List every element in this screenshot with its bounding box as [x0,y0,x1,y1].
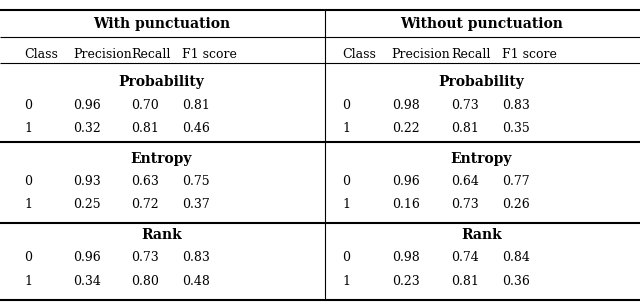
Text: 0: 0 [342,175,351,188]
Text: 0.93: 0.93 [74,175,101,188]
Text: F1 score: F1 score [502,48,557,61]
Text: Recall: Recall [131,48,171,61]
Text: Recall: Recall [451,48,491,61]
Text: 0.73: 0.73 [451,199,479,211]
Text: 0.73: 0.73 [131,251,159,264]
Text: 0: 0 [24,175,32,188]
Text: With punctuation: With punctuation [93,17,230,31]
Text: 0: 0 [24,251,32,264]
Text: 0.74: 0.74 [451,251,479,264]
Text: 0: 0 [342,99,351,112]
Text: 0.32: 0.32 [74,122,101,135]
Text: Probability: Probability [438,75,524,89]
Text: 0.26: 0.26 [502,199,530,211]
Text: 0.81: 0.81 [451,275,479,288]
Text: Entropy: Entropy [131,152,192,166]
Text: 1: 1 [24,275,32,288]
Text: 0: 0 [24,99,32,112]
Text: 0.63: 0.63 [131,175,159,188]
Text: 0.84: 0.84 [502,251,531,264]
Text: 1: 1 [342,122,351,135]
Text: 0.77: 0.77 [502,175,530,188]
Text: 0.22: 0.22 [392,122,419,135]
Text: 0.70: 0.70 [131,99,159,112]
Text: 0.73: 0.73 [451,99,479,112]
Text: Without punctuation: Without punctuation [400,17,563,31]
Text: 0.83: 0.83 [182,251,211,264]
Text: 0.36: 0.36 [502,275,531,288]
Text: 0.48: 0.48 [182,275,211,288]
Text: Class: Class [342,48,376,61]
Text: 1: 1 [342,275,351,288]
Text: 0.34: 0.34 [74,275,102,288]
Text: 0.81: 0.81 [451,122,479,135]
Text: 0.35: 0.35 [502,122,530,135]
Text: Rank: Rank [141,228,182,242]
Text: Precision: Precision [392,48,451,61]
Text: 0.98: 0.98 [392,251,419,264]
Text: 1: 1 [342,199,351,211]
Text: 0.64: 0.64 [451,175,479,188]
Text: 1: 1 [24,122,32,135]
Text: F1 score: F1 score [182,48,237,61]
Text: 0.72: 0.72 [131,199,159,211]
Text: 0.80: 0.80 [131,275,159,288]
Text: 0.16: 0.16 [392,199,420,211]
Text: 0.96: 0.96 [392,175,419,188]
Text: 0.37: 0.37 [182,199,210,211]
Text: 0.81: 0.81 [182,99,211,112]
Text: Rank: Rank [461,228,502,242]
Text: 0.81: 0.81 [131,122,159,135]
Text: 0.75: 0.75 [182,175,210,188]
Text: 0.98: 0.98 [392,99,419,112]
Text: 0.46: 0.46 [182,122,211,135]
Text: 0.23: 0.23 [392,275,419,288]
Text: 0.96: 0.96 [74,251,101,264]
Text: Class: Class [24,48,58,61]
Text: 0.96: 0.96 [74,99,101,112]
Text: 0.83: 0.83 [502,99,531,112]
Text: Probability: Probability [118,75,204,89]
Text: Entropy: Entropy [451,152,512,166]
Text: 0.25: 0.25 [74,199,101,211]
Text: 0: 0 [342,251,351,264]
Text: 1: 1 [24,199,32,211]
Text: Precision: Precision [74,48,132,61]
